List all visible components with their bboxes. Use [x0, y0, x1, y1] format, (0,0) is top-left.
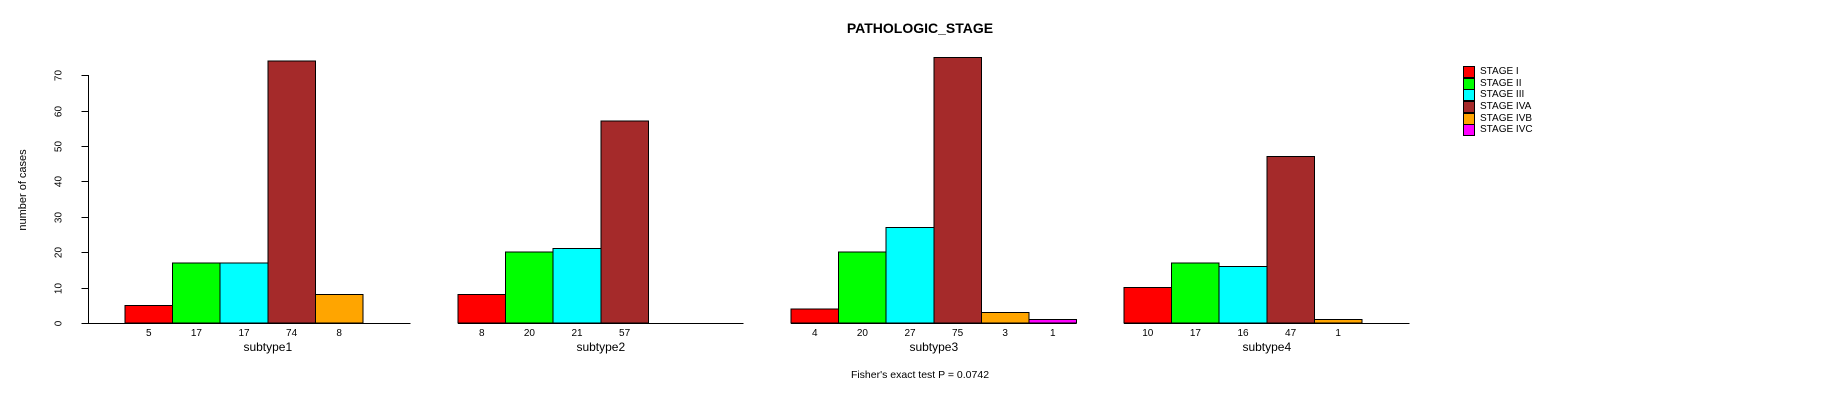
legend-swatch	[1463, 89, 1475, 102]
bar-value-label: 27	[904, 328, 916, 339]
bar-value-label: 17	[191, 328, 203, 339]
legend: STAGE I STAGE II STAGE III STAGE IVA STAGE I…	[1463, 65, 1533, 137]
legend-swatch	[1463, 77, 1475, 90]
bar-value-label: 8	[336, 328, 342, 339]
bar	[790, 308, 840, 324]
bar-value-label: 21	[571, 328, 583, 339]
y-tick-label: 60	[54, 106, 65, 118]
bar	[1266, 156, 1315, 324]
bar-value-label: 16	[1237, 328, 1249, 339]
bar	[1218, 265, 1268, 324]
bar	[267, 60, 316, 324]
legend-item: STAGE IVA	[1463, 100, 1533, 113]
y-tick-label: 40	[54, 176, 65, 188]
legend-label: STAGE IVB	[1480, 112, 1533, 124]
y-tick-label: 10	[54, 283, 65, 295]
y-tick-label: 20	[54, 247, 65, 259]
bar-value-label: 17	[1190, 328, 1202, 339]
legend-swatch	[1463, 65, 1475, 78]
y-tick-label: 50	[54, 141, 65, 153]
bar	[1123, 287, 1173, 324]
legend-swatch	[1463, 124, 1475, 137]
bar-value-label: 57	[619, 328, 631, 339]
bar	[600, 120, 649, 324]
bar-value-label: 20	[524, 328, 536, 339]
chart-title: PATHOLOGIC_STAGE	[846, 20, 994, 36]
bar	[314, 294, 364, 324]
legend-item: STAGE IVB	[1463, 112, 1533, 125]
legend-item: STAGE II	[1463, 77, 1533, 90]
bar-value-label: 17	[238, 328, 250, 339]
bar	[1171, 262, 1220, 324]
legend-label: STAGE I	[1480, 65, 1519, 77]
bar	[1028, 318, 1078, 324]
bar-value-label: 1	[1050, 328, 1056, 339]
bar	[885, 226, 935, 324]
bar-value-label: 5	[146, 328, 152, 339]
legend-label: STAGE IVA	[1480, 100, 1532, 112]
bar	[505, 251, 554, 324]
x-axis-label: subtype3	[909, 340, 958, 354]
y-tick-label: 70	[54, 70, 65, 82]
bar	[933, 57, 982, 324]
legend-swatch	[1463, 100, 1475, 113]
bar-value-label: 47	[1285, 328, 1297, 339]
legend-label: STAGE II	[1480, 77, 1522, 89]
bar	[980, 311, 1030, 324]
bar-value-label: 74	[286, 328, 298, 339]
y-tick-label: 30	[54, 212, 65, 224]
bar-value-label: 8	[479, 328, 485, 339]
legend-item: STAGE I	[1463, 65, 1533, 78]
x-axis-label: subtype2	[576, 340, 625, 354]
bar-value-label: 3	[1002, 328, 1008, 339]
bar-value-label: 75	[952, 328, 964, 339]
legend-label: STAGE IVC	[1480, 124, 1533, 136]
legend-label: STAGE III	[1480, 89, 1525, 101]
bar	[552, 248, 602, 324]
legend-item: STAGE IVC	[1463, 124, 1533, 137]
bar-value-label: 1	[1335, 328, 1341, 339]
legend-item: STAGE III	[1463, 89, 1533, 102]
bar	[172, 262, 221, 324]
y-tick-label: 0	[54, 320, 65, 326]
x-axis-label: subtype4	[1242, 340, 1291, 354]
bar	[457, 294, 507, 324]
x-axis-label: subtype1	[243, 340, 292, 354]
legend-swatch	[1463, 112, 1475, 125]
bar	[1313, 318, 1363, 324]
bar-value-label: 10	[1142, 328, 1154, 339]
bar-value-label: 4	[812, 328, 818, 339]
bar	[124, 304, 174, 324]
bar	[838, 251, 887, 324]
fisher-test-note: Fisher's exact test P = 0.0742	[850, 369, 990, 381]
bar	[219, 262, 269, 324]
y-axis-title: number of cases	[17, 149, 29, 231]
bar-value-label: 20	[857, 328, 869, 339]
